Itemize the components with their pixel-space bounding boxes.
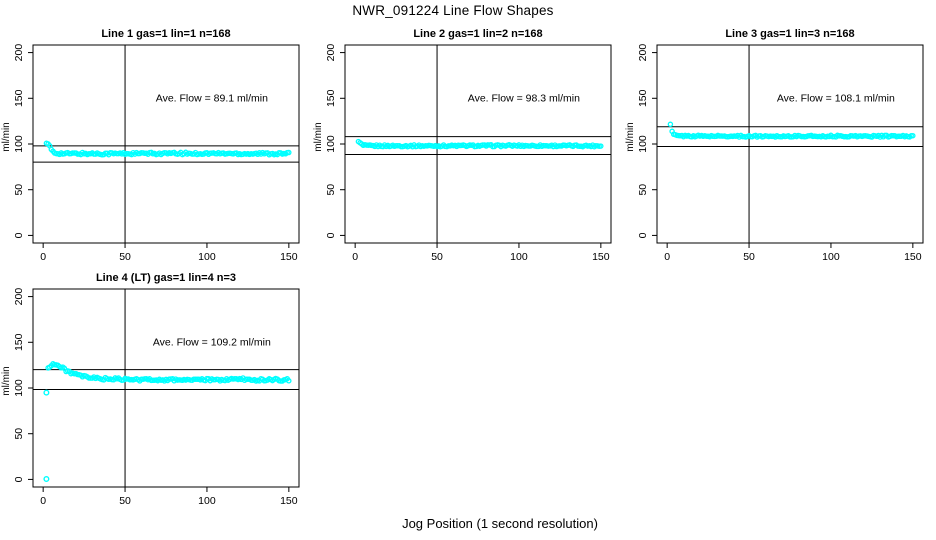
svg-text:0: 0 [352,251,358,263]
svg-text:50: 50 [325,184,337,196]
panel-svg: Line 1 gas=1 lin=1 n=168 0 50 100 150 0 50 100 1… [1,28,300,263]
svg-text:0: 0 [40,495,46,507]
data-series [667,121,916,140]
data-series [45,361,292,384]
svg-text:200: 200 [13,44,25,62]
panel-line-2: Line 2 gas=1 lin=2 n=168 0 50 100 150 0 50 100 1… [312,22,624,266]
svg-text:50: 50 [119,251,131,263]
x-axis-ticks: 0 50 100 150 [40,243,298,263]
x-axis-ticks: 0 50 100 150 [664,243,922,263]
x-axis-label: Jog Position (1 second resolution) [402,516,598,531]
svg-text:200: 200 [637,44,649,62]
plot-box [32,288,300,488]
svg-text:150: 150 [592,251,610,263]
svg-text:100: 100 [822,251,840,263]
svg-text:50: 50 [119,495,131,507]
svg-text:200: 200 [325,44,337,62]
plot-box [32,44,300,244]
data-series [355,138,604,150]
panel-svg: Line 4 (LT) gas=1 lin=4 n=3 0 50 100 150 0 50 1… [1,272,300,507]
x-axis-ticks: 0 50 100 150 [40,487,298,507]
y-axis-title: ml/min [1,122,12,151]
figure-title: NWR_091224 Line Flow Shapes [352,3,554,18]
svg-text:50: 50 [743,251,755,263]
svg-text:150: 150 [904,251,922,263]
panel-line-4: Line 4 (LT) gas=1 lin=4 n=3 0 50 100 150 0 50 1… [0,266,312,510]
y-axis-title: ml/min [625,122,636,151]
svg-text:100: 100 [13,379,25,397]
y-axis-title: ml/min [313,122,324,151]
panel-title: Line 1 gas=1 lin=1 n=168 [101,28,230,40]
data-series [43,140,292,158]
svg-text:200: 200 [13,288,25,306]
svg-text:0: 0 [637,232,649,238]
svg-text:0: 0 [664,251,670,263]
svg-text:50: 50 [13,428,25,440]
panel-svg: Line 2 gas=1 lin=2 n=168 0 50 100 150 0 50 100 1… [313,28,612,263]
y-axis-title: ml/min [1,366,12,395]
panel-title: Line 2 gas=1 lin=2 n=168 [413,28,542,40]
svg-text:50: 50 [431,251,443,263]
y-axis-ticks: 0 50 100 150 200 [13,288,33,482]
svg-text:50: 50 [637,184,649,196]
ave-flow-annotation: Ave. Flow = 89.1 ml/min [156,92,268,104]
svg-text:0: 0 [40,251,46,263]
panel-line-3: Line 3 gas=1 lin=3 n=168 0 50 100 150 0 50 100 1… [624,22,936,266]
panel-line-1: Line 1 gas=1 lin=1 n=168 0 50 100 150 0 50 100 1… [0,22,312,266]
svg-text:150: 150 [280,251,298,263]
y-axis-ticks: 0 50 100 150 200 [13,44,33,238]
svg-text:150: 150 [637,89,649,107]
x-axis-ticks: 0 50 100 150 [352,243,610,263]
svg-text:100: 100 [198,251,216,263]
outlier-points [43,389,50,482]
svg-text:100: 100 [325,135,337,153]
svg-text:150: 150 [13,89,25,107]
svg-text:150: 150 [13,333,25,351]
ave-flow-annotation: Ave. Flow = 108.1 ml/min [777,92,895,104]
svg-text:150: 150 [325,89,337,107]
ave-flow-annotation: Ave. Flow = 98.3 ml/min [468,92,580,104]
svg-text:150: 150 [280,495,298,507]
plot-box [656,44,924,244]
svg-text:0: 0 [13,232,25,238]
svg-text:100: 100 [13,135,25,153]
svg-text:100: 100 [198,495,216,507]
ave-flow-annotation: Ave. Flow = 109.2 ml/min [153,336,271,348]
svg-text:0: 0 [325,232,337,238]
svg-text:100: 100 [637,135,649,153]
panel-svg: Line 3 gas=1 lin=3 n=168 0 50 100 150 0 50 100 1… [625,28,924,263]
panel-title: Line 3 gas=1 lin=3 n=168 [725,28,854,40]
svg-text:50: 50 [13,184,25,196]
svg-text:0: 0 [13,476,25,482]
svg-text:100: 100 [510,251,528,263]
panel-title: Line 4 (LT) gas=1 lin=4 n=3 [96,272,236,284]
y-axis-ticks: 0 50 100 150 200 [325,44,345,238]
y-axis-ticks: 0 50 100 150 200 [637,44,657,238]
